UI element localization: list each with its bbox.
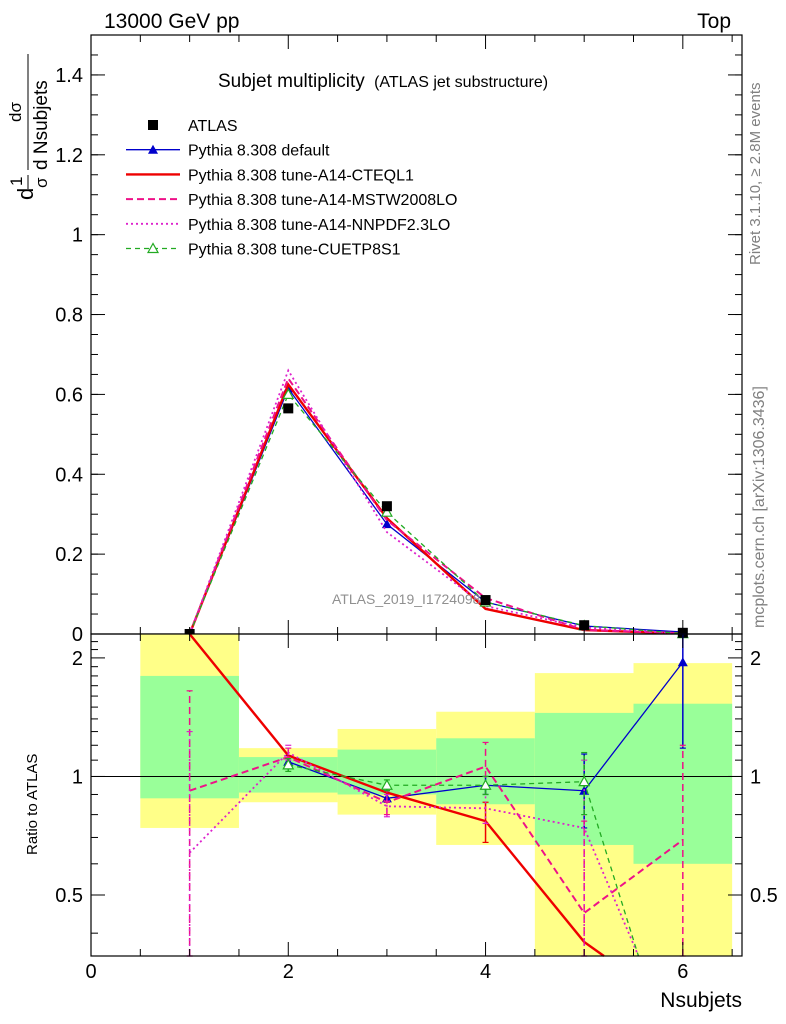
main-panel: 0 0.2 0.4 0.6 0.8 1 1.2 1.4 bbox=[55, 34, 743, 646]
main-ytick-label: 1 bbox=[72, 225, 83, 247]
atlas-data-point bbox=[480, 595, 491, 606]
legend-marker bbox=[148, 144, 158, 154]
legend-label: Pythia 8.308 default bbox=[188, 143, 330, 160]
ratio-series-marker bbox=[479, 778, 492, 790]
ratio-panel: 0.5 0.5 1 1 2 2 0 2 4 6 bbox=[55, 633, 778, 983]
legend-label: ATLAS bbox=[188, 118, 238, 135]
x-axis-label: Nsubjets bbox=[660, 989, 742, 1012]
ratio-series-line bbox=[188, 633, 605, 957]
chart-title-main: Subjet multiplicity bbox=[218, 71, 365, 92]
ratio-series-line bbox=[189, 755, 684, 915]
energy-label: 13000 GeV pp bbox=[104, 10, 239, 33]
ylabel-pref-num: 1 bbox=[7, 177, 26, 186]
main-series-line bbox=[188, 381, 683, 635]
main-series-line bbox=[189, 393, 683, 635]
ratio-ytick-label-right: 2 bbox=[750, 648, 761, 670]
ratio-series-line bbox=[188, 751, 640, 957]
chart-title: Subjet multiplicity (ATLAS jet substruct… bbox=[218, 71, 548, 92]
main-ytick-label: 0.4 bbox=[55, 464, 83, 486]
ylabel-pref-den: σ bbox=[32, 177, 51, 188]
ratio-series-marker bbox=[677, 657, 688, 667]
ratio-series-marker bbox=[380, 778, 393, 790]
legend-label: Pythia 8.308 tune-A14-MSTW2008LO bbox=[188, 192, 457, 209]
ratio-ytick-label: 0.5 bbox=[55, 885, 83, 907]
atlas-data-point bbox=[381, 501, 392, 512]
main-axis-layer: 0 0.2 0.4 0.6 0.8 1 1.2 1.4 bbox=[55, 35, 742, 646]
ylabel-main-num: dσ bbox=[6, 102, 25, 122]
y-axis-label-ratio: Ratio to ATLAS bbox=[24, 754, 41, 855]
mcplots-label: mcplots.cern.ch [arXiv:1306.3436] bbox=[751, 386, 768, 628]
ylabel-main-den: d Nsubjets bbox=[31, 80, 52, 170]
ratio-axis-layer: 0.5 0.5 1 1 2 2 0 2 4 6 bbox=[55, 634, 778, 983]
ratio-ytick-label-right: 1 bbox=[750, 766, 761, 788]
ratio-series-marker bbox=[578, 775, 591, 787]
process-label: Top bbox=[697, 10, 731, 33]
main-series-line bbox=[188, 376, 683, 635]
analysis-watermark: ATLAS_2019_I1724098 bbox=[332, 591, 481, 607]
main-series-line bbox=[188, 368, 683, 635]
atlas-data-point bbox=[283, 403, 294, 414]
ratio-ytick-label-right: 0.5 bbox=[750, 885, 778, 907]
main-series-marker bbox=[381, 519, 392, 529]
xtick-label: 2 bbox=[283, 961, 294, 983]
ratio-series-marker bbox=[282, 758, 295, 770]
chart-subtitle: (ATLAS jet substructure) bbox=[374, 74, 548, 91]
main-series-marker bbox=[282, 388, 295, 399]
legend-label: Pythia 8.308 tune-CUETP8S1 bbox=[188, 242, 401, 259]
main-ytick-label: 0.2 bbox=[55, 544, 83, 566]
main-ytick-label: 1.4 bbox=[55, 65, 83, 87]
y-axis-label-main: d 1 σ dσ d Nsubjets bbox=[6, 54, 52, 200]
ylabel-pref-d: d bbox=[13, 188, 38, 200]
atlas-data-point bbox=[579, 620, 590, 631]
legend-marker bbox=[146, 242, 160, 254]
xtick-label: 4 bbox=[480, 961, 491, 983]
xtick-label: 0 bbox=[85, 961, 96, 983]
main-ytick-label: 0.6 bbox=[55, 384, 83, 406]
ratio-ytick-label: 2 bbox=[72, 648, 83, 670]
legend-marker bbox=[148, 120, 158, 130]
main-ytick-label: 1.2 bbox=[55, 145, 83, 167]
main-ytick-label: 0.8 bbox=[55, 305, 83, 327]
main-ytick-label: 0 bbox=[72, 624, 83, 646]
xtick-label: 6 bbox=[677, 961, 688, 983]
ratio-series-layer bbox=[186, 633, 688, 957]
main-series-marker bbox=[380, 505, 393, 517]
ratio-frame bbox=[90, 633, 743, 957]
legend-label: Pythia 8.308 tune-A14-CTEQL1 bbox=[188, 167, 414, 184]
rivet-label: Rivet 3.1.10, ≥ 2.8M events bbox=[747, 83, 764, 266]
legend: ATLAS Pythia 8.308 default Pythia 8.308 tu… bbox=[126, 118, 457, 259]
ratio-ytick-label: 1 bbox=[72, 766, 83, 788]
legend-label: Pythia 8.308 tune-A14-NNPDF2.3LO bbox=[188, 217, 450, 234]
